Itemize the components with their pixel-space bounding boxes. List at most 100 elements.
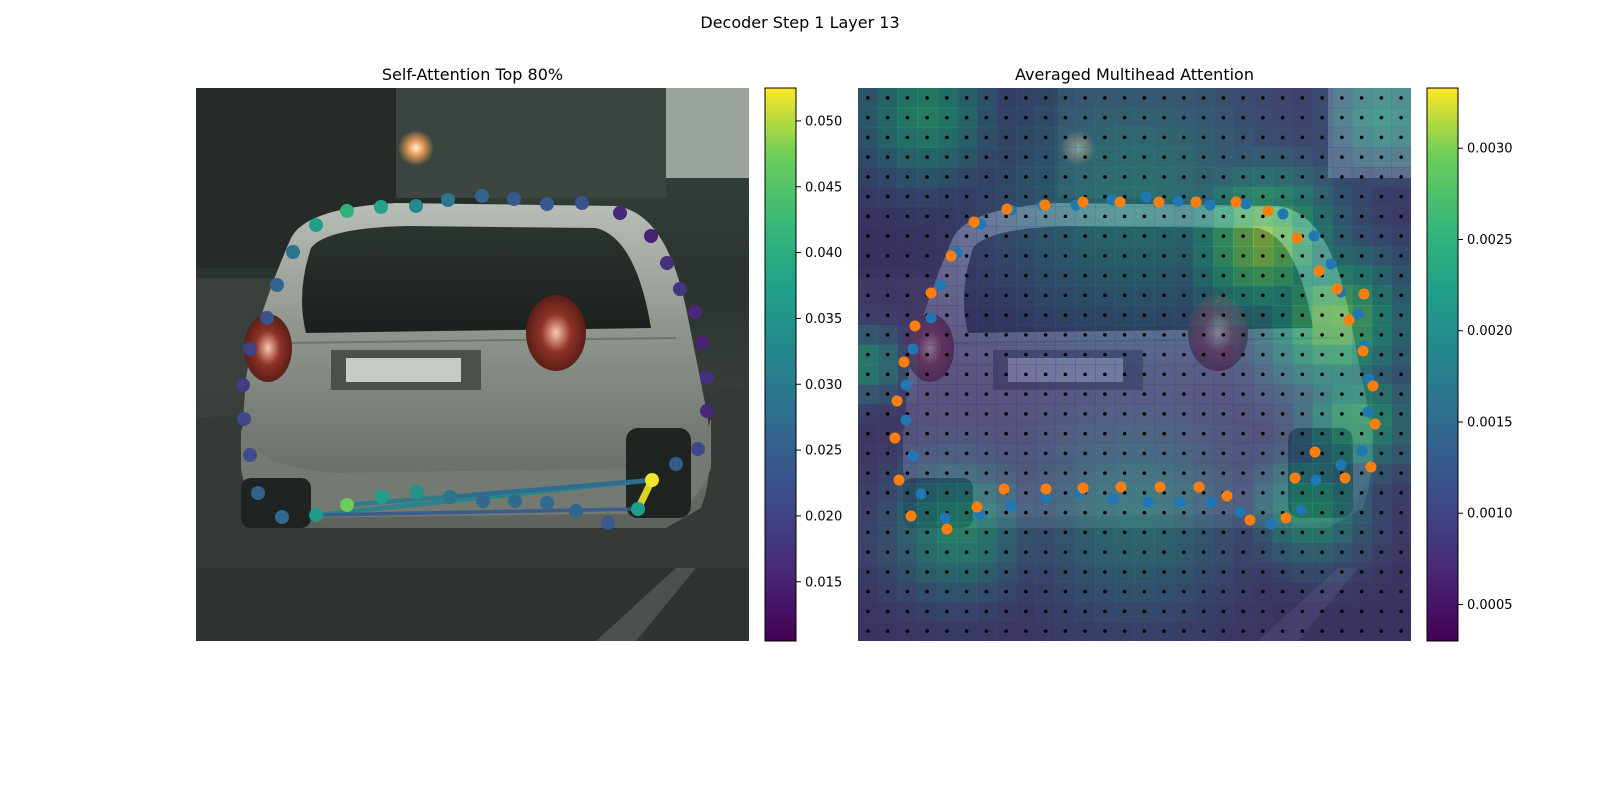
grid-dot [1320, 313, 1324, 317]
grid-dot [1300, 550, 1305, 554]
contour-point [691, 442, 705, 456]
grid-dot [1182, 392, 1186, 396]
grid-dot [1122, 491, 1127, 495]
grid-dot [1162, 589, 1166, 594]
grid-dot [1340, 135, 1344, 140]
grid-dot [1261, 175, 1265, 179]
grid-dot [984, 412, 989, 416]
grid-dot [905, 333, 910, 337]
contour-point [375, 490, 389, 504]
grid-dot [1083, 471, 1087, 475]
grid-dot [945, 570, 949, 574]
grid-dot [1399, 431, 1403, 436]
grid-dot [1340, 214, 1344, 219]
grid-dot [1241, 234, 1245, 238]
contour-point [270, 278, 284, 292]
grid-dot [1162, 214, 1166, 219]
grid-dot [1004, 471, 1008, 475]
grid-dot [1280, 589, 1285, 594]
grid-dot [905, 471, 910, 475]
grid-dot [1063, 510, 1068, 515]
grid-dot [1063, 372, 1068, 377]
grid-dot [1320, 392, 1324, 396]
grid-dot [1162, 273, 1166, 278]
grid-dot [1221, 333, 1226, 337]
grid-dot [1004, 530, 1008, 535]
grid-dot [1221, 293, 1226, 298]
series-point [1039, 199, 1051, 211]
colorbar-tick-label: 0.030 [805, 378, 842, 393]
grid-dot [1122, 609, 1127, 614]
grid-dot [1201, 214, 1206, 219]
series-point [1172, 195, 1184, 207]
grid-dot [925, 273, 929, 278]
right-colorbar-ticks: 0.0005 0.0010 0.0015 0.0020 0.0025 0.0030 [1458, 142, 1513, 613]
contour-point [540, 197, 554, 211]
grid-dot [1201, 135, 1206, 140]
grid-dot [1201, 352, 1206, 357]
figure-suptitle: Decoder Step 1 Layer 13 [700, 13, 900, 32]
grid-dot [1379, 214, 1384, 219]
grid-dot [945, 629, 949, 633]
grid-dot [1300, 273, 1305, 278]
grid-dot [1182, 431, 1186, 436]
grid-dot [1142, 471, 1147, 475]
grid-dot [1103, 372, 1107, 377]
series-point [1244, 514, 1256, 526]
grid-dot [964, 510, 969, 515]
grid-dot [1261, 530, 1265, 535]
grid-dot [1122, 629, 1127, 633]
grid-dot [1261, 293, 1265, 298]
grid-dot [1399, 175, 1403, 179]
grid-dot [1063, 352, 1068, 357]
grid-dot [1162, 234, 1166, 238]
grid-dot [1043, 412, 1048, 416]
grid-dot [1280, 412, 1285, 416]
colorbar-tick-label: 0.0025 [1467, 233, 1513, 248]
grid-dot [1261, 392, 1265, 396]
grid-dot [1182, 155, 1186, 159]
series-point [891, 395, 903, 407]
grid-dot [866, 550, 870, 554]
grid-dot [1182, 412, 1186, 416]
contour-point [673, 282, 687, 296]
series-point [1140, 191, 1152, 203]
grid-dot [885, 96, 890, 100]
grid-dot [1063, 115, 1068, 120]
grid-dot [1103, 609, 1107, 614]
grid-dot [1201, 530, 1206, 535]
grid-dot [885, 293, 890, 298]
grid-dot [1004, 372, 1008, 377]
grid-dot [1083, 589, 1087, 594]
grid-dot [1241, 372, 1245, 377]
grid-dot [1043, 234, 1048, 238]
grid-dot [1063, 550, 1068, 554]
grid-dot [1142, 155, 1147, 159]
grid-dot [1340, 175, 1344, 179]
grid-dot [1221, 194, 1226, 199]
grid-dot [1083, 372, 1087, 377]
grid-dot [1103, 412, 1107, 416]
grid-dot [1182, 273, 1186, 278]
grid-dot [925, 115, 929, 120]
grid-dot [905, 589, 910, 594]
grid-dot [1221, 135, 1226, 140]
grid-dot [1182, 115, 1186, 120]
grid-dot [866, 629, 870, 633]
grid-dot [1399, 96, 1403, 100]
grid-dot [1182, 451, 1186, 456]
series-point [1142, 496, 1154, 508]
grid-dot [1083, 115, 1087, 120]
grid-dot [1103, 491, 1107, 495]
series-point [1221, 490, 1233, 502]
grid-dot [1043, 431, 1048, 436]
grid-dot [1399, 135, 1403, 140]
grid-dot [964, 570, 969, 574]
grid-dot [1280, 175, 1285, 179]
series-point [1265, 518, 1277, 530]
grid-dot [1261, 451, 1265, 456]
grid-dot [1103, 352, 1107, 357]
grid-dot [1004, 570, 1008, 574]
grid-dot [1083, 431, 1087, 436]
grid-dot [1063, 234, 1068, 238]
